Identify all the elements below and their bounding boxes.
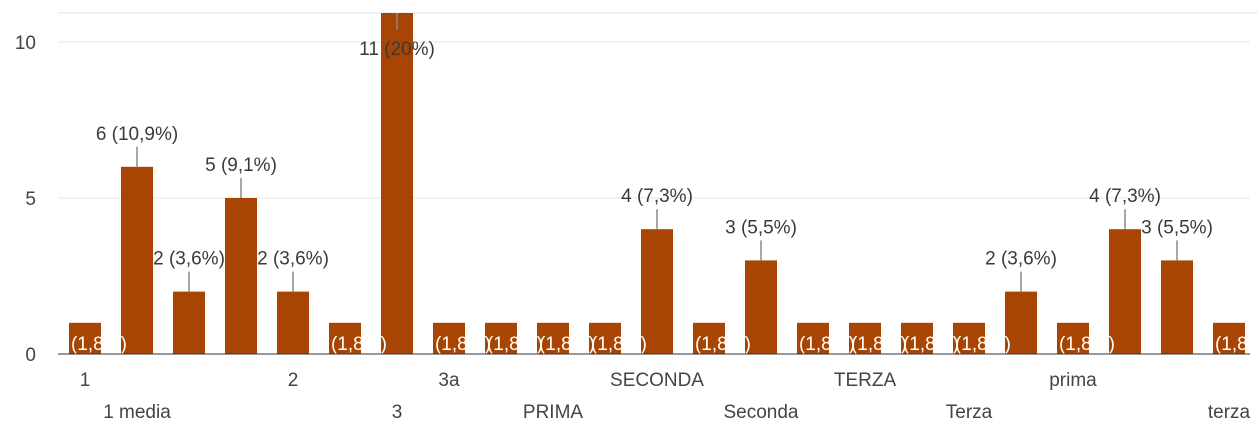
data-label: 4 (7,3%)	[621, 186, 693, 207]
data-label: 1 (1,8%)	[55, 334, 127, 355]
y-tick-label: 5	[25, 189, 36, 210]
bar-6	[381, 13, 413, 354]
data-label: 1 (1,8%)	[939, 334, 1011, 355]
x-category-label: SECONDA	[610, 370, 704, 391]
bar-5	[329, 322, 361, 354]
bar-16	[901, 322, 933, 354]
data-label: 4 (7,3%)	[1089, 186, 1161, 207]
label-layer: 1 (1,8%) 6 (10,9%) 2 (3,6%) 5 (9,1%) 2 (3,6%…	[55, 13, 1258, 355]
data-label: 1 (1,8%)	[523, 334, 595, 355]
bar-17	[953, 322, 985, 354]
data-label: 1 (1,8%)	[679, 334, 751, 355]
data-label: 11 (20%)	[359, 39, 435, 60]
bar-8	[485, 322, 517, 354]
data-label: 3 (5,5%)	[1141, 217, 1213, 238]
bar-7	[433, 322, 465, 354]
bar-18	[1005, 291, 1037, 354]
x-category-label: 1 media	[103, 402, 171, 423]
data-label: 1 (1,8%)	[471, 334, 543, 355]
bar-14	[797, 322, 829, 354]
bar-3	[225, 198, 257, 354]
x-category-label: PRIMA	[523, 402, 584, 423]
data-label: 1 (1,8%)	[835, 334, 907, 355]
data-label: 1 (1,8%)	[315, 334, 387, 355]
data-label: 2 (3,6%)	[257, 249, 329, 270]
y-tick-label: 0	[25, 345, 36, 366]
x-category-label: 3	[392, 402, 403, 423]
data-label: 5 (9,1%)	[205, 155, 277, 176]
bar-0	[69, 322, 101, 354]
bar-1	[121, 166, 153, 354]
data-label: 1 (1,8%)	[1043, 334, 1115, 355]
bar-19	[1057, 322, 1089, 354]
data-label: 2 (3,6%)	[985, 249, 1057, 270]
bar-2	[173, 291, 205, 354]
bar-13	[745, 260, 777, 354]
y-tick-label: 10	[15, 33, 36, 54]
data-label: 1 (1,8%)	[419, 334, 491, 355]
bar-11	[641, 229, 673, 354]
data-label: 2 (3,6%)	[153, 249, 225, 270]
bar-9	[537, 322, 569, 354]
data-label: 1 (1,8%)	[1199, 334, 1258, 355]
data-label: 1 (1,8%)	[887, 334, 959, 355]
bar-10	[589, 322, 621, 354]
x-category-label: 1	[80, 370, 91, 391]
bar-layer	[69, 13, 1245, 354]
data-label: 1 (1,8%)	[575, 334, 647, 355]
data-label: 6 (10,9%)	[96, 124, 178, 145]
bar-21	[1161, 260, 1193, 354]
bar-20	[1109, 229, 1141, 354]
data-label: 3 (5,5%)	[725, 217, 797, 238]
data-label: 1 (1,8%)	[783, 334, 855, 355]
x-category-label: Seconda	[723, 402, 798, 423]
bar-22	[1213, 322, 1245, 354]
bar-12	[693, 322, 725, 354]
axis-layer: 0 5 10 1 1 media 2 3 3a PRIMA SECONDA Seconda TERZA…	[15, 33, 1251, 423]
x-category-label: Terza	[946, 402, 993, 423]
bar-4	[277, 291, 309, 354]
x-category-label: prima	[1049, 370, 1097, 391]
x-category-label: 2	[288, 370, 299, 391]
x-category-label: terza	[1208, 402, 1251, 423]
bar-15	[849, 322, 881, 354]
x-category-label: 3a	[438, 370, 460, 391]
x-category-label: TERZA	[834, 370, 897, 391]
